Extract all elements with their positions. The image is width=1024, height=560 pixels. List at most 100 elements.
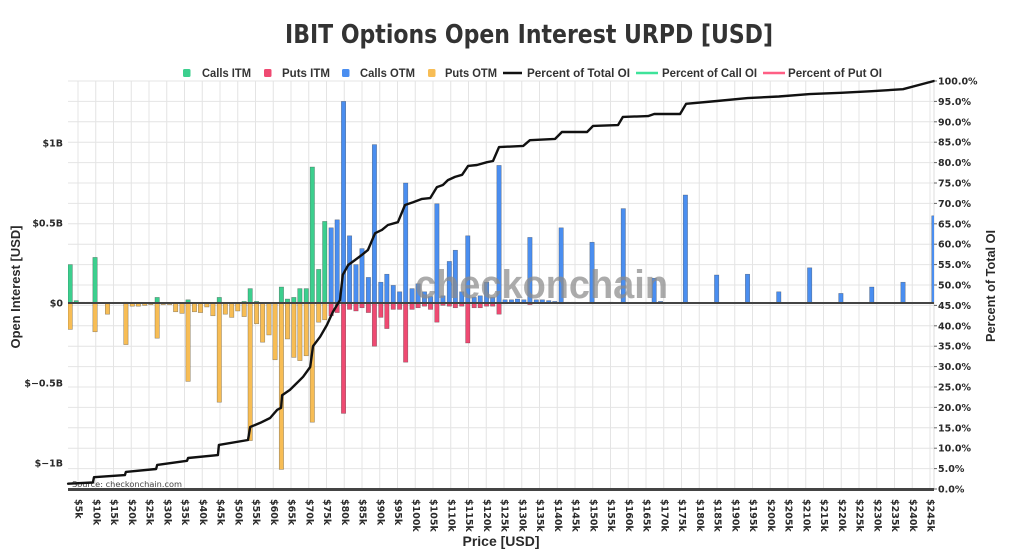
calls-otm-bar — [409, 288, 415, 304]
puts-otm-bar — [285, 302, 290, 340]
puts-itm-bar — [353, 302, 359, 312]
x-tick-label: $245k — [925, 499, 936, 532]
puts-otm-bar — [291, 302, 297, 358]
y2-tick-label: 45.0% — [938, 301, 971, 312]
calls-itm-bar — [247, 288, 253, 304]
puts-otm-bar — [316, 302, 322, 323]
x-tick-label: $135k — [534, 499, 545, 532]
puts-otm-bar — [241, 302, 247, 317]
x-tick-label: $230k — [871, 499, 882, 532]
calls-itm-bar — [92, 257, 98, 304]
puts-otm-bar — [272, 302, 278, 361]
legend-item-puts-itm[interactable]: Puts ITM — [264, 66, 330, 80]
x-tick-label: $80k — [339, 499, 350, 526]
calls-otm-bar — [334, 219, 340, 304]
x-tick-label: $10k — [90, 499, 101, 526]
legend-item-puts-otm[interactable]: Puts OTM — [428, 66, 497, 80]
x-tick-label: $90k — [374, 499, 385, 526]
y-tick-label: $0 — [50, 299, 64, 310]
y2-axis-title: Percent of Total OI — [983, 230, 998, 342]
x-tick-label: $85k — [357, 499, 368, 526]
puts-otm-bar — [254, 302, 260, 325]
calls-itm-bar — [322, 221, 328, 304]
puts-itm-bar — [378, 302, 384, 318]
y2-tick-label: 30.0% — [938, 362, 971, 373]
x-tick-label: $45k — [215, 499, 226, 526]
legend-item-calls-otm[interactable]: Calls OTM — [342, 66, 415, 80]
x-tick-label: $60k — [268, 499, 279, 526]
x-tick-label: $200k — [765, 499, 776, 532]
puts-otm-bar — [322, 302, 328, 321]
y2-tick-label: 85.0% — [938, 138, 971, 149]
legend-label: Calls OTM — [360, 66, 415, 80]
legend-label: Puts OTM — [445, 66, 497, 80]
x-tick-label: $95k — [392, 499, 403, 526]
legend-label: Percent of Total OI — [527, 66, 630, 80]
x-tick-label: $240k — [907, 499, 918, 532]
calls-otm-bar — [371, 144, 377, 304]
x-tick-label: $50k — [232, 499, 243, 526]
legend-label: Percent of Call OI — [662, 66, 757, 80]
puts-otm-bar — [198, 302, 203, 313]
y2-tick-label: 25.0% — [938, 383, 971, 394]
puts-otm-bar — [297, 302, 303, 361]
calls-otm-bar — [900, 281, 906, 304]
x-tick-label: $180k — [694, 499, 705, 532]
legend-item-percent-put-oi[interactable]: Percent of Put OI — [763, 66, 882, 80]
x-tick-label: $160k — [623, 499, 634, 532]
legend-item-percent-call-oi[interactable]: Percent of Call OI — [636, 66, 757, 80]
calls-itm-swatch-icon — [183, 69, 191, 77]
legend-item-calls-itm[interactable]: Calls ITM — [183, 66, 251, 80]
calls-otm-bar — [365, 277, 371, 304]
x-tick-label: $55k — [250, 499, 261, 526]
puts-otm-bar — [179, 302, 185, 314]
x-tick-label: $140k — [552, 499, 563, 532]
legend-label: Puts ITM — [282, 66, 330, 80]
y2-tick-label: 35.0% — [938, 342, 971, 353]
calls-itm-bar — [278, 286, 284, 304]
x-tick-label: $195k — [747, 499, 758, 532]
legend-label: Percent of Put OI — [788, 66, 882, 80]
calls-otm-bar — [390, 285, 396, 304]
x-tick-label: $110k — [445, 499, 456, 532]
legend-item-percent-total-oi[interactable]: Percent of Total OI — [503, 66, 630, 80]
x-tick-label: $220k — [836, 499, 847, 532]
puts-otm-bar — [123, 302, 129, 345]
y-tick-label: $−1B — [35, 459, 63, 470]
puts-otm-bar — [173, 302, 179, 313]
calls-otm-bar — [714, 274, 720, 304]
x-tick-label: $30k — [161, 499, 172, 526]
x-tick-label: $145k — [570, 499, 581, 532]
watermark: checkonchain — [415, 263, 668, 307]
x-tick-label: $210k — [800, 499, 811, 532]
y2-tick-label: 65.0% — [938, 219, 971, 230]
y2-tick-label: 10.0% — [938, 444, 971, 455]
puts-otm-bar — [247, 302, 253, 441]
x-tick-label: $20k — [126, 499, 137, 526]
calls-itm-bar — [68, 264, 73, 304]
x-tick-label: $205k — [783, 499, 794, 532]
puts-otm-swatch-icon — [428, 69, 436, 77]
puts-otm-bar — [191, 302, 197, 313]
x-tick-label: $35k — [179, 499, 190, 526]
y-axis-title: Open Interest [USD] — [8, 226, 23, 349]
y2-tick-label: 95.0% — [938, 97, 971, 108]
x-tick-label: $185k — [712, 499, 723, 532]
y2-tick-label: 55.0% — [938, 260, 971, 271]
x-tick-label: $150k — [587, 499, 598, 532]
y2-tick-label: 80.0% — [938, 158, 971, 169]
y2-tick-label: 40.0% — [938, 321, 971, 332]
calls-otm-bar — [838, 293, 844, 304]
x-tick-label: $170k — [658, 499, 669, 532]
x-tick-label: $165k — [641, 499, 652, 532]
x-tick-label: $175k — [676, 499, 687, 532]
x-tick-label: $15k — [108, 499, 119, 526]
x-tick-label: $155k — [605, 499, 616, 532]
x-tick-label: $5k — [73, 499, 84, 519]
legend: Calls ITM Puts ITM Calls OTM Puts OTM Pe… — [183, 66, 882, 80]
calls-otm-bar — [403, 182, 409, 304]
puts-itm-bar — [465, 302, 471, 344]
x-tick-label: $225k — [854, 499, 865, 532]
x-tick-label: $105k — [428, 499, 439, 532]
